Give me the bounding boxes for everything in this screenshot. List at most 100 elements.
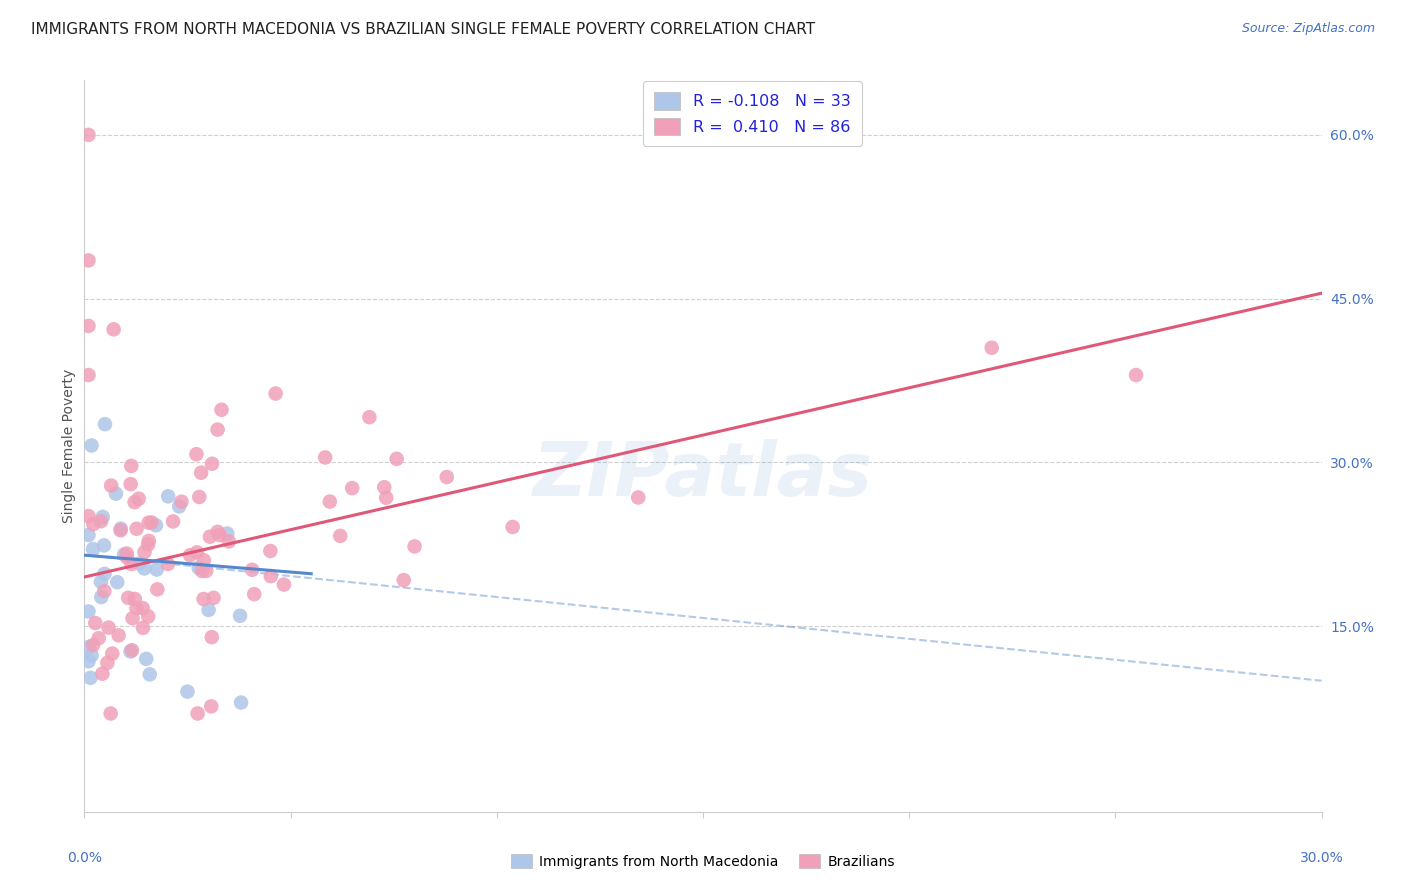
Point xyxy=(82,517,104,532)
Point xyxy=(120,458,142,473)
Point xyxy=(138,533,160,548)
Point xyxy=(373,480,395,494)
Point xyxy=(125,601,148,615)
Point xyxy=(97,621,120,635)
Point xyxy=(207,524,229,539)
Point xyxy=(191,564,214,578)
Point xyxy=(91,509,114,524)
Point xyxy=(502,520,524,534)
Point xyxy=(229,696,252,710)
Point xyxy=(135,652,157,666)
Point xyxy=(134,561,156,575)
Legend: Immigrants from North Macedonia, Brazilians: Immigrants from North Macedonia, Brazili… xyxy=(506,848,900,874)
Point xyxy=(329,529,352,543)
Point xyxy=(87,631,110,645)
Point xyxy=(134,545,156,559)
Point xyxy=(208,528,231,542)
Point xyxy=(145,518,167,533)
Point xyxy=(273,577,295,591)
Point xyxy=(259,544,281,558)
Point xyxy=(197,603,219,617)
Point xyxy=(80,438,103,452)
Point xyxy=(90,574,112,589)
Point xyxy=(110,524,132,538)
Point xyxy=(93,566,115,581)
Point xyxy=(121,611,143,625)
Point xyxy=(314,450,336,465)
Point xyxy=(131,601,153,615)
Text: Source: ZipAtlas.com: Source: ZipAtlas.com xyxy=(1241,22,1375,36)
Point xyxy=(77,604,100,618)
Point xyxy=(91,666,114,681)
Point xyxy=(125,522,148,536)
Point xyxy=(145,562,167,576)
Point xyxy=(100,706,122,721)
Point xyxy=(80,648,103,663)
Point xyxy=(90,590,112,604)
Point xyxy=(124,495,146,509)
Point xyxy=(124,591,146,606)
Point xyxy=(243,587,266,601)
Point xyxy=(115,547,138,561)
Point xyxy=(392,573,415,587)
Point xyxy=(79,671,101,685)
Text: IMMIGRANTS FROM NORTH MACEDONIA VS BRAZILIAN SINGLE FEMALE POVERTY CORRELATION C: IMMIGRANTS FROM NORTH MACEDONIA VS BRAZI… xyxy=(31,22,815,37)
Point xyxy=(186,447,208,461)
Point xyxy=(264,386,287,401)
Point xyxy=(96,656,118,670)
Point xyxy=(162,515,184,529)
Point xyxy=(627,491,650,505)
Point xyxy=(107,628,129,642)
Point xyxy=(404,540,426,554)
Point xyxy=(146,582,169,597)
Text: ZIPatlas: ZIPatlas xyxy=(533,439,873,512)
Point xyxy=(94,417,117,432)
Point xyxy=(100,478,122,492)
Point xyxy=(77,640,100,654)
Point xyxy=(82,542,104,557)
Point xyxy=(157,489,180,503)
Point xyxy=(190,466,212,480)
Point xyxy=(195,564,218,578)
Point xyxy=(136,537,159,551)
Point xyxy=(77,318,100,333)
Point xyxy=(141,516,163,530)
Point xyxy=(136,609,159,624)
Point xyxy=(229,608,252,623)
Point xyxy=(105,575,128,590)
Point xyxy=(187,706,209,721)
Point xyxy=(385,451,408,466)
Point xyxy=(193,591,215,606)
Point xyxy=(104,486,127,500)
Point xyxy=(340,481,363,495)
Point xyxy=(186,545,208,559)
Point xyxy=(176,684,198,698)
Point xyxy=(217,526,239,541)
Point xyxy=(187,561,209,575)
Point xyxy=(77,528,100,542)
Point xyxy=(188,490,211,504)
Point xyxy=(202,591,225,605)
Point xyxy=(200,699,222,714)
Point xyxy=(121,643,143,657)
Point xyxy=(375,491,398,505)
Point xyxy=(77,368,100,382)
Point xyxy=(179,548,201,562)
Point xyxy=(167,500,190,514)
Text: 30.0%: 30.0% xyxy=(1299,851,1344,864)
Point xyxy=(193,553,215,567)
Point xyxy=(112,548,135,562)
Point xyxy=(120,477,142,491)
Legend: R = -0.108   N = 33, R =  0.410   N = 86: R = -0.108 N = 33, R = 0.410 N = 86 xyxy=(644,81,862,146)
Point xyxy=(82,638,104,652)
Point xyxy=(260,569,283,583)
Point xyxy=(90,514,112,528)
Text: 0.0%: 0.0% xyxy=(67,851,101,864)
Point xyxy=(117,591,139,605)
Point xyxy=(319,494,342,508)
Point xyxy=(115,550,138,565)
Point xyxy=(156,557,179,571)
Point xyxy=(138,516,160,530)
Point xyxy=(77,128,100,142)
Point xyxy=(77,654,100,668)
